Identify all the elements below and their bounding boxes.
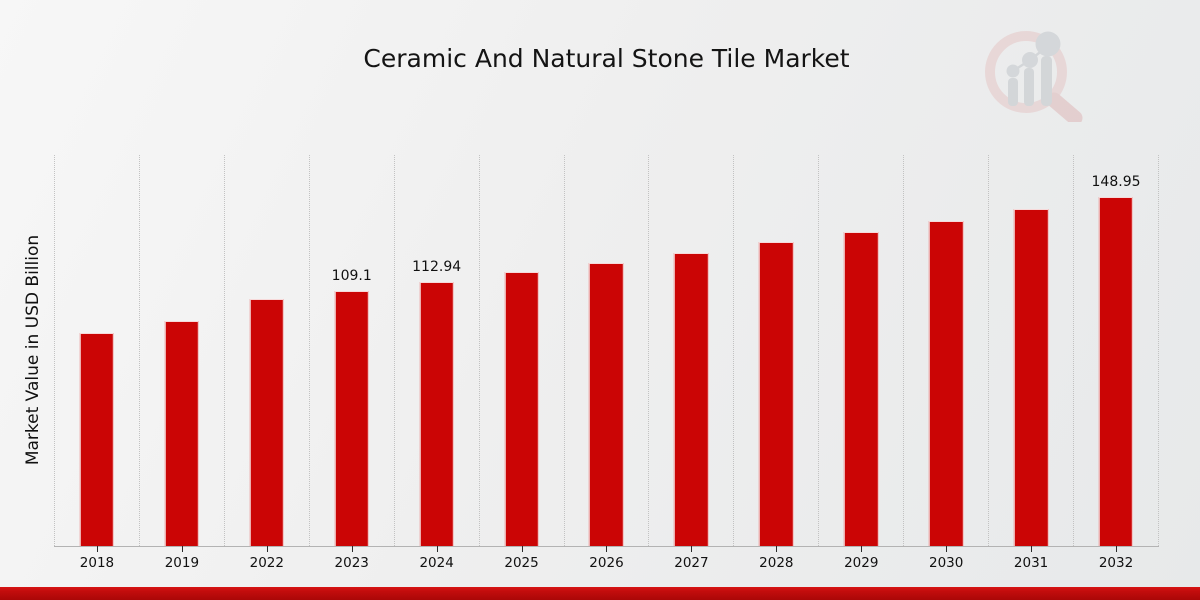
bar-2030 xyxy=(928,220,964,546)
x-tick-2029 xyxy=(861,546,863,552)
x-tick-label-2026: 2026 xyxy=(589,555,624,571)
chart-column-2024: 112.94 2024 xyxy=(393,155,479,571)
chart-column-2032: 148.95 2032 xyxy=(1073,155,1159,571)
chart-column-2031: 2031 xyxy=(988,155,1073,571)
x-tick-2031 xyxy=(1031,546,1033,552)
chart-column-2028: 2028 xyxy=(733,155,818,571)
chart-column-2027: 2027 xyxy=(648,155,733,571)
bar-2028 xyxy=(759,242,794,546)
x-tick-2019 xyxy=(181,546,183,552)
bar-2031 xyxy=(1013,209,1049,546)
chart-column-2018: 2018 xyxy=(54,155,139,571)
bar-2027 xyxy=(674,252,709,546)
chart-column-2026: 2026 xyxy=(563,155,649,571)
bar-2032 xyxy=(1098,197,1134,546)
x-tick-2024 xyxy=(436,546,438,552)
bar-2025 xyxy=(504,272,539,546)
x-tick-2023 xyxy=(351,546,353,552)
x-tick-label-2019: 2019 xyxy=(164,555,200,571)
x-tick-label-2031: 2031 xyxy=(1013,555,1049,571)
chart-column-2019: 2019 xyxy=(138,155,224,571)
x-tick-2030 xyxy=(946,546,948,552)
x-tick-2032 xyxy=(1116,546,1118,552)
value-label-2024: 112.94 xyxy=(412,258,462,275)
x-tick-label-2030: 2030 xyxy=(928,555,964,571)
bar-2024 xyxy=(419,281,454,546)
bar-2023 xyxy=(334,290,369,546)
x-tick-label-2028: 2028 xyxy=(759,555,794,571)
chart-title: Ceramic And Natural Stone Tile Market xyxy=(363,44,850,73)
bar-2019 xyxy=(164,321,200,546)
magnifier-bar-chart-logo-icon xyxy=(985,31,1083,122)
bar-2018 xyxy=(79,333,115,546)
x-tick-label-2029: 2029 xyxy=(844,555,879,571)
bar-2029 xyxy=(844,231,879,546)
chart-column-2023: 109.1 2023 xyxy=(308,155,394,571)
bar-2026 xyxy=(589,262,624,546)
x-tick-2025 xyxy=(521,546,523,552)
x-tick-2018 xyxy=(96,546,98,552)
x-tick-label-2025: 2025 xyxy=(504,555,539,571)
y-axis-label: Market Value in USD Billion xyxy=(23,234,43,466)
chart-column-2030: 2030 xyxy=(903,155,988,571)
chart-column-2029: 2029 xyxy=(818,155,903,571)
x-tick-2022 xyxy=(266,546,268,552)
value-label-2023: 109.1 xyxy=(331,267,372,284)
bottom-red-band xyxy=(0,587,1200,600)
value-label-2032: 148.95 xyxy=(1091,174,1141,191)
x-tick-2026 xyxy=(606,546,608,552)
x-tick-label-2027: 2027 xyxy=(674,555,709,571)
x-tick-label-2023: 2023 xyxy=(334,555,369,571)
plot-area: 2018 2019 2022 109.1 2023 112.94 2024 2025 2026 2… xyxy=(54,155,1159,571)
x-tick-label-2022: 2022 xyxy=(249,555,284,571)
chart-column-2025: 2025 xyxy=(478,155,564,571)
x-tick-label-2032: 2032 xyxy=(1098,555,1134,571)
x-tick-label-2024: 2024 xyxy=(419,555,454,571)
x-tick-label-2018: 2018 xyxy=(79,555,115,571)
x-tick-2027 xyxy=(691,546,693,552)
bar-2022 xyxy=(249,299,284,546)
x-tick-2028 xyxy=(776,546,778,552)
chart-column-2022: 2022 xyxy=(223,155,309,571)
